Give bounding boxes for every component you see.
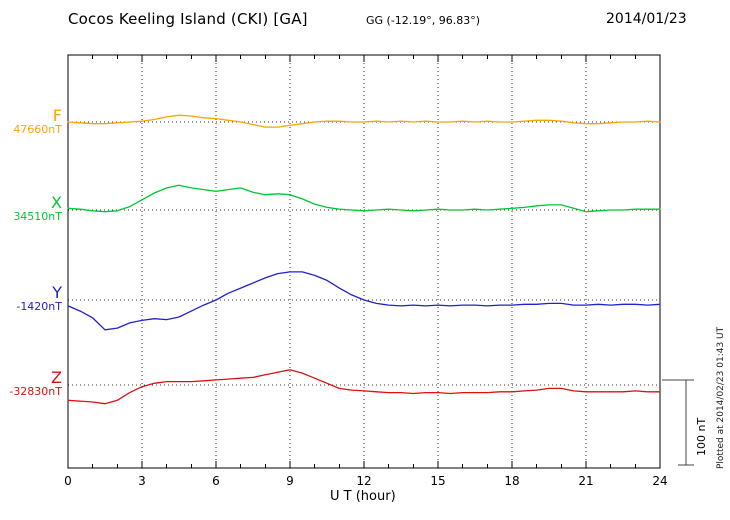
trace-name-z: Z [51, 368, 62, 387]
trace-baseline-z: -32830nT [9, 385, 62, 398]
trace-label-x: X 34510nT [0, 195, 62, 223]
trace-name-f: F [52, 106, 62, 125]
trace-label-f: F 47660nT [0, 108, 62, 136]
x-tick-label: 3 [138, 474, 146, 488]
x-axis-label: U T (hour) [330, 489, 396, 504]
plot-date: 2014/01/23 [606, 11, 687, 27]
trace-name-y: Y [52, 283, 62, 302]
geographic-coordinates: GG (-12.19°, 96.83°) [366, 14, 481, 27]
x-tick-label: 0 [64, 474, 72, 488]
trace-baseline-y: -1420nT [16, 300, 62, 313]
x-tick-label: 9 [286, 474, 294, 488]
trace-label-z: Z -32830nT [0, 370, 62, 398]
trace-label-y: Y -1420nT [0, 285, 62, 313]
plotted-at-timestamp: Plotted at 2014/02/23 01:43 UT [716, 326, 726, 469]
x-tick-label: 21 [578, 474, 593, 488]
x-tick-label: 12 [356, 474, 371, 488]
x-tick-label: 15 [430, 474, 445, 488]
trace-name-x: X [51, 193, 62, 212]
scale-bar-label: 100 nT [695, 417, 708, 456]
x-tick-label: 18 [504, 474, 519, 488]
trace-baseline-f: 47660nT [13, 123, 62, 136]
trace-baseline-x: 34510nT [13, 210, 62, 223]
x-tick-label: 24 [652, 474, 667, 488]
station-title: Cocos Keeling Island (CKI) [GA] [68, 10, 308, 28]
x-tick-label: 6 [212, 474, 220, 488]
